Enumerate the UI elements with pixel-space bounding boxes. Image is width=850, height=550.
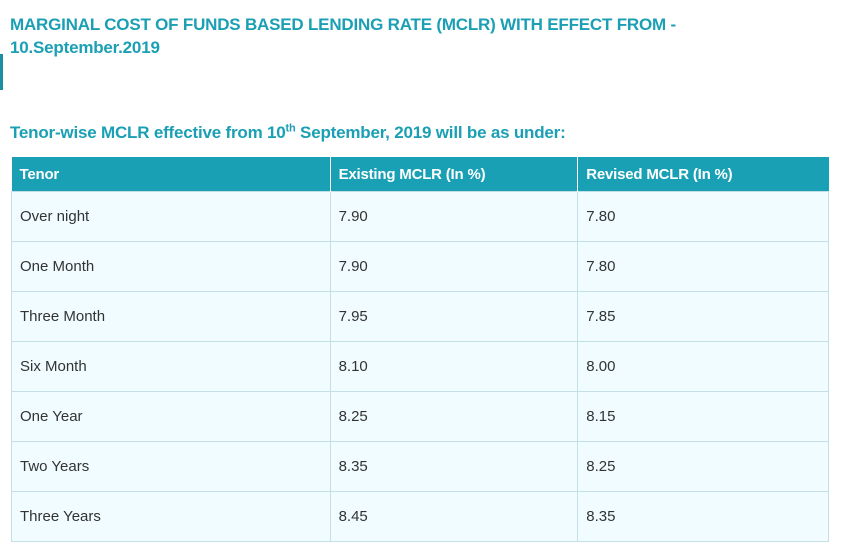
header-existing-mclr: Existing MCLR (In %)	[330, 157, 579, 192]
cell-revised: 8.15	[577, 391, 829, 442]
table-row: One Year 8.25 8.15	[11, 391, 829, 442]
cell-tenor: Three Month	[11, 291, 331, 342]
cell-existing: 7.95	[329, 291, 579, 342]
table-header-row: Tenor Existing MCLR (In %) Revised MCLR …	[11, 157, 829, 192]
cell-revised: 8.25	[577, 441, 829, 492]
left-accent-bar	[0, 54, 3, 90]
mclr-table: Tenor Existing MCLR (In %) Revised MCLR …	[11, 157, 829, 542]
cell-revised: 7.80	[577, 241, 829, 292]
cell-revised: 8.00	[577, 341, 829, 392]
table-row: Six Month 8.10 8.00	[11, 341, 829, 392]
page-title-line1: MARGINAL COST OF FUNDS BASED LENDING RAT…	[10, 15, 676, 34]
cell-tenor: Over night	[11, 191, 331, 242]
table-caption-ordinal: th	[285, 122, 296, 135]
page-title-line2: 10.September.2019	[10, 38, 160, 57]
cell-tenor: Six Month	[11, 341, 331, 392]
cell-tenor: One Month	[11, 241, 331, 292]
cell-existing: 8.10	[329, 341, 579, 392]
cell-tenor: Three Years	[11, 491, 331, 542]
table-caption: Tenor-wise MCLR effective from 10th Sept…	[10, 121, 566, 145]
table-row: Three Month 7.95 7.85	[11, 291, 829, 342]
page-title: MARGINAL COST OF FUNDS BASED LENDING RAT…	[10, 13, 810, 59]
cell-existing: 8.25	[329, 391, 579, 442]
table-row: Two Years 8.35 8.25	[11, 441, 829, 492]
table-row: Three Years 8.45 8.35	[11, 491, 829, 542]
table-row: One Month 7.90 7.80	[11, 241, 829, 292]
cell-revised: 7.85	[577, 291, 829, 342]
cell-existing: 7.90	[329, 241, 579, 292]
table-row: Over night 7.90 7.80	[11, 191, 829, 242]
cell-existing: 8.45	[329, 491, 579, 542]
header-revised-mclr: Revised MCLR (In %)	[577, 157, 829, 192]
cell-existing: 7.90	[329, 191, 579, 242]
cell-revised: 8.35	[577, 491, 829, 542]
table-caption-prefix: Tenor-wise MCLR effective from 10	[10, 123, 286, 142]
cell-tenor: Two Years	[11, 441, 331, 492]
cell-revised: 7.80	[577, 191, 829, 242]
cell-tenor: One Year	[11, 391, 331, 442]
table-caption-suffix: September, 2019 will be as under:	[295, 123, 566, 142]
cell-existing: 8.35	[329, 441, 579, 492]
header-tenor: Tenor	[11, 157, 331, 192]
